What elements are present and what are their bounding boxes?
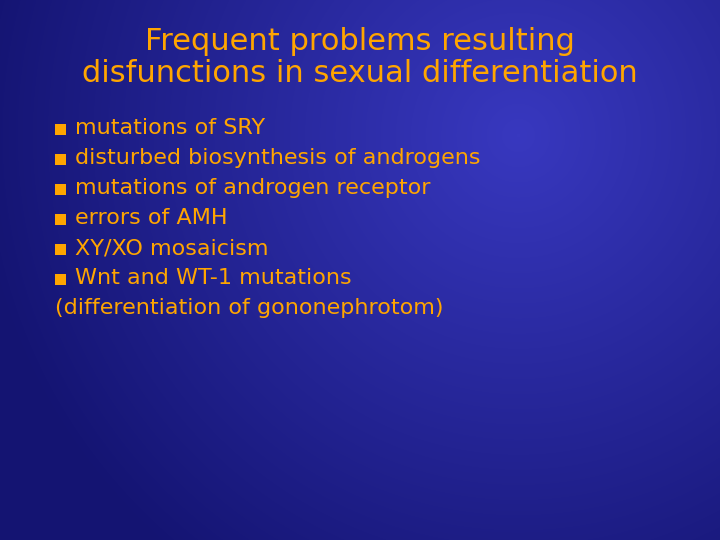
Bar xyxy=(55,124,66,134)
Bar xyxy=(55,244,66,254)
Bar xyxy=(55,213,66,225)
Text: disturbed biosynthesis of androgens: disturbed biosynthesis of androgens xyxy=(75,148,480,168)
Text: disfunctions in sexual differentiation: disfunctions in sexual differentiation xyxy=(82,59,638,89)
Text: mutations of androgen receptor: mutations of androgen receptor xyxy=(75,178,431,198)
Text: errors of AMH: errors of AMH xyxy=(75,208,228,228)
Bar xyxy=(55,184,66,194)
Text: (differentiation of gononephrotom): (differentiation of gononephrotom) xyxy=(55,298,444,318)
Text: Frequent problems resulting: Frequent problems resulting xyxy=(145,28,575,57)
Text: XY/XO mosaicism: XY/XO mosaicism xyxy=(75,238,269,258)
Text: Wnt and WT-1 mutations: Wnt and WT-1 mutations xyxy=(75,268,351,288)
Bar xyxy=(55,153,66,165)
Bar xyxy=(55,273,66,285)
Text: mutations of SRY: mutations of SRY xyxy=(75,118,265,138)
